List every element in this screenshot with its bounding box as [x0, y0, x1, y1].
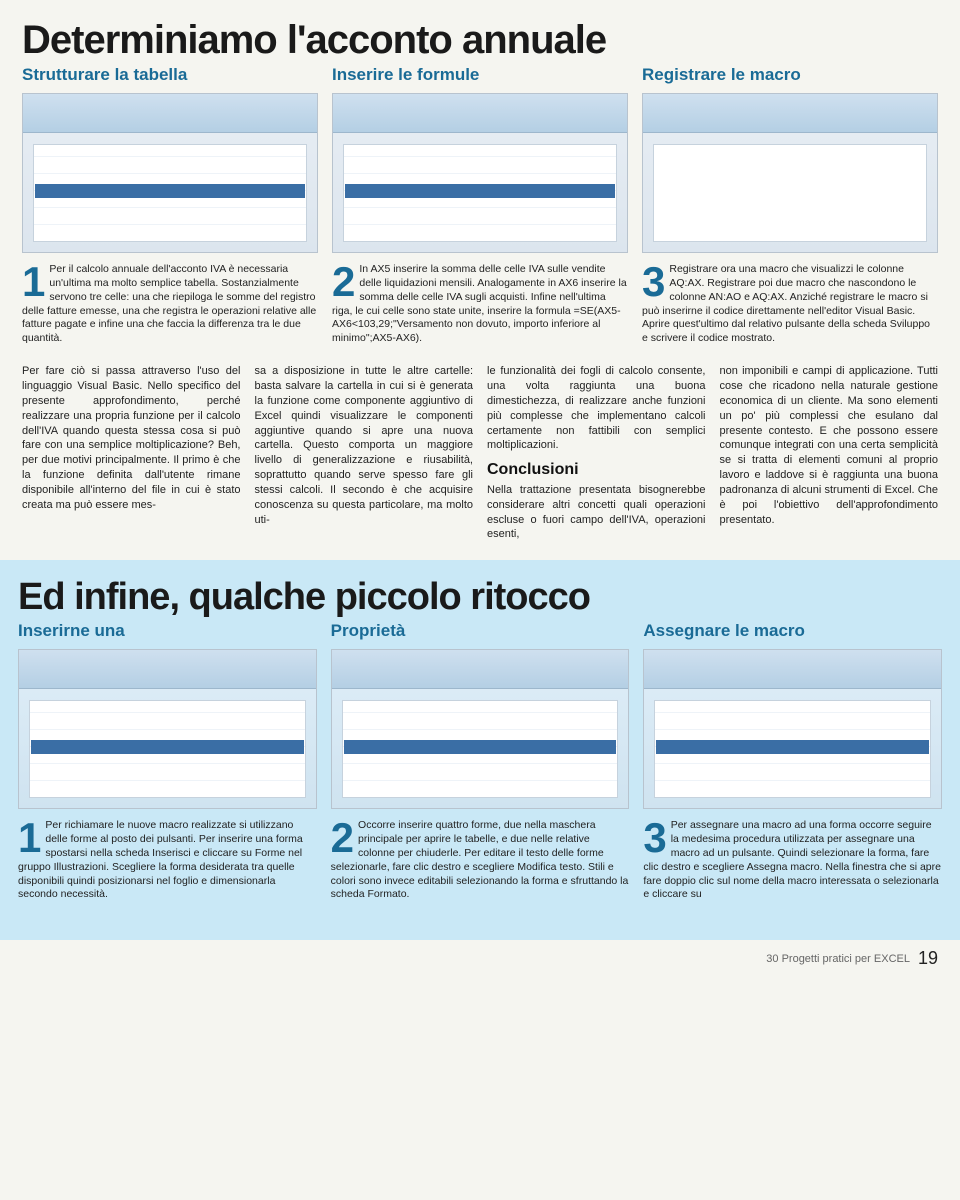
conclusioni-heading: Conclusioni	[487, 459, 706, 481]
screenshot2-2	[331, 649, 630, 809]
step-num-1: 1	[22, 265, 45, 299]
step2-text-2: Occorre inserire quattro forme, due nell…	[331, 819, 629, 900]
section2-subheads: Inserirne una Proprietà Assegnare le mac…	[18, 621, 942, 641]
step-text-3: Registrare ora una macro che visualizzi …	[642, 263, 930, 344]
subhead2-1: Inserirne una	[18, 621, 125, 640]
page-footer: 30 Progetti pratici per EXCEL 19	[0, 940, 960, 981]
body-para-3b: Nella trattazione presentata bisognerebb…	[487, 483, 706, 542]
section1-title: Determiniamo l'acconto annuale	[22, 18, 938, 63]
section1-steps: 1 Per il calcolo annuale dell'acconto IV…	[22, 263, 938, 346]
step-num-2: 2	[332, 265, 355, 299]
screenshot2-1	[18, 649, 317, 809]
screenshot-3	[642, 93, 938, 253]
subhead2-3: Assegnare le macro	[643, 621, 805, 640]
page-number: 19	[918, 948, 938, 969]
step2-text-3: Per assegnare una macro ad una forma occ…	[643, 819, 941, 900]
screenshot-2	[332, 93, 628, 253]
footer-tag: 30 Progetti pratici per EXCEL	[766, 953, 910, 965]
subhead-2: Inserire le formule	[332, 65, 479, 84]
step2-num-1: 1	[18, 821, 41, 855]
screenshot-1	[22, 93, 318, 253]
body-para-3a: le funzionalità dei fogli di calcolo con…	[487, 364, 706, 453]
subhead-3: Registrare le macro	[642, 65, 801, 84]
step-text-2: In AX5 inserire la somma delle celle IVA…	[332, 263, 627, 344]
section2-screenshots	[18, 649, 942, 809]
subhead-1: Strutturare la tabella	[22, 65, 187, 84]
section2-title: Ed infine, qualche piccolo ritocco	[18, 576, 942, 619]
step-text-1: Per il calcolo annuale dell'acconto IVA …	[22, 263, 316, 344]
section1-subheads: Strutturare la tabella Inserire le formu…	[22, 65, 938, 85]
body-columns: Per fare ciò si passa attraverso l'uso d…	[22, 364, 938, 542]
step2-num-3: 3	[643, 821, 666, 855]
step-1: 1 Per il calcolo annuale dell'acconto IV…	[22, 263, 318, 346]
subhead2-2: Proprietà	[331, 621, 406, 640]
section2-steps: 1 Per richiamare le nuove macro realizza…	[18, 819, 942, 902]
step-3: 3 Registrare ora una macro che visualizz…	[642, 263, 938, 346]
screenshot2-3	[643, 649, 942, 809]
body-para-4: non imponibili e campi di applicazione. …	[720, 364, 939, 527]
step2-num-2: 2	[331, 821, 354, 855]
step2-1: 1 Per richiamare le nuove macro realizza…	[18, 819, 317, 902]
step2-2: 2 Occorre inserire quattro forme, due ne…	[331, 819, 630, 902]
body-para-1: Per fare ciò si passa attraverso l'uso d…	[22, 364, 241, 512]
section1-screenshots	[22, 93, 938, 253]
step-2: 2 In AX5 inserire la somma delle celle I…	[332, 263, 628, 346]
step2-text-1: Per richiamare le nuove macro realizzate…	[18, 819, 303, 900]
body-para-2: sa a disposizione in tutte le altre cart…	[255, 364, 474, 527]
section2-box: Ed infine, qualche piccolo ritocco Inser…	[0, 560, 960, 940]
step-num-3: 3	[642, 265, 665, 299]
step2-3: 3 Per assegnare una macro ad una forma o…	[643, 819, 942, 902]
